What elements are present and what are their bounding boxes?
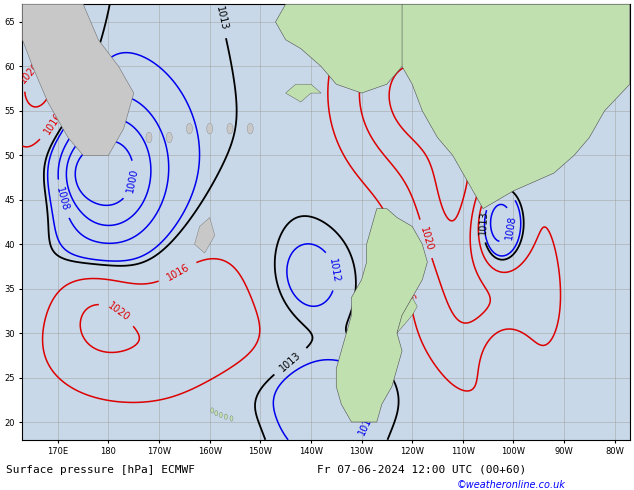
Text: 1020: 1020 <box>18 60 42 85</box>
Text: 1008: 1008 <box>504 214 518 240</box>
Circle shape <box>230 416 233 421</box>
Text: 1020: 1020 <box>418 226 434 252</box>
Circle shape <box>166 132 172 143</box>
Circle shape <box>146 132 152 143</box>
Text: 1013: 1013 <box>477 210 489 235</box>
Polygon shape <box>336 209 427 422</box>
Circle shape <box>215 411 218 416</box>
Circle shape <box>210 408 214 413</box>
Polygon shape <box>402 4 630 209</box>
Text: 1016: 1016 <box>165 262 191 282</box>
Text: 1013: 1013 <box>214 6 229 32</box>
Polygon shape <box>286 84 321 102</box>
Text: ©weatheronline.co.uk: ©weatheronline.co.uk <box>456 480 566 490</box>
Text: Fr 07-06-2024 12:00 UTC (00+60): Fr 07-06-2024 12:00 UTC (00+60) <box>317 465 526 475</box>
Polygon shape <box>22 4 134 155</box>
Polygon shape <box>397 297 417 333</box>
Polygon shape <box>195 218 215 253</box>
Circle shape <box>227 123 233 134</box>
Text: 1012: 1012 <box>76 77 96 104</box>
Text: 1013: 1013 <box>278 349 303 373</box>
Polygon shape <box>276 4 412 93</box>
Text: 1008: 1008 <box>54 186 70 212</box>
Text: 1020: 1020 <box>105 300 131 323</box>
Text: 1012: 1012 <box>484 184 511 203</box>
Text: 1012: 1012 <box>327 258 342 284</box>
Text: 1016: 1016 <box>401 277 415 303</box>
Text: 1016: 1016 <box>42 110 64 136</box>
Text: 1012: 1012 <box>357 411 377 437</box>
Text: 1012: 1012 <box>540 56 557 83</box>
Text: 1013: 1013 <box>552 54 565 79</box>
Text: Surface pressure [hPa] ECMWF: Surface pressure [hPa] ECMWF <box>6 465 195 475</box>
Circle shape <box>247 123 253 134</box>
Circle shape <box>186 123 193 134</box>
Circle shape <box>219 412 223 417</box>
Text: 1024: 1024 <box>437 89 453 115</box>
Circle shape <box>224 414 228 419</box>
Circle shape <box>207 123 213 134</box>
Text: 1000: 1000 <box>126 168 140 194</box>
Text: 1004: 1004 <box>81 116 107 139</box>
